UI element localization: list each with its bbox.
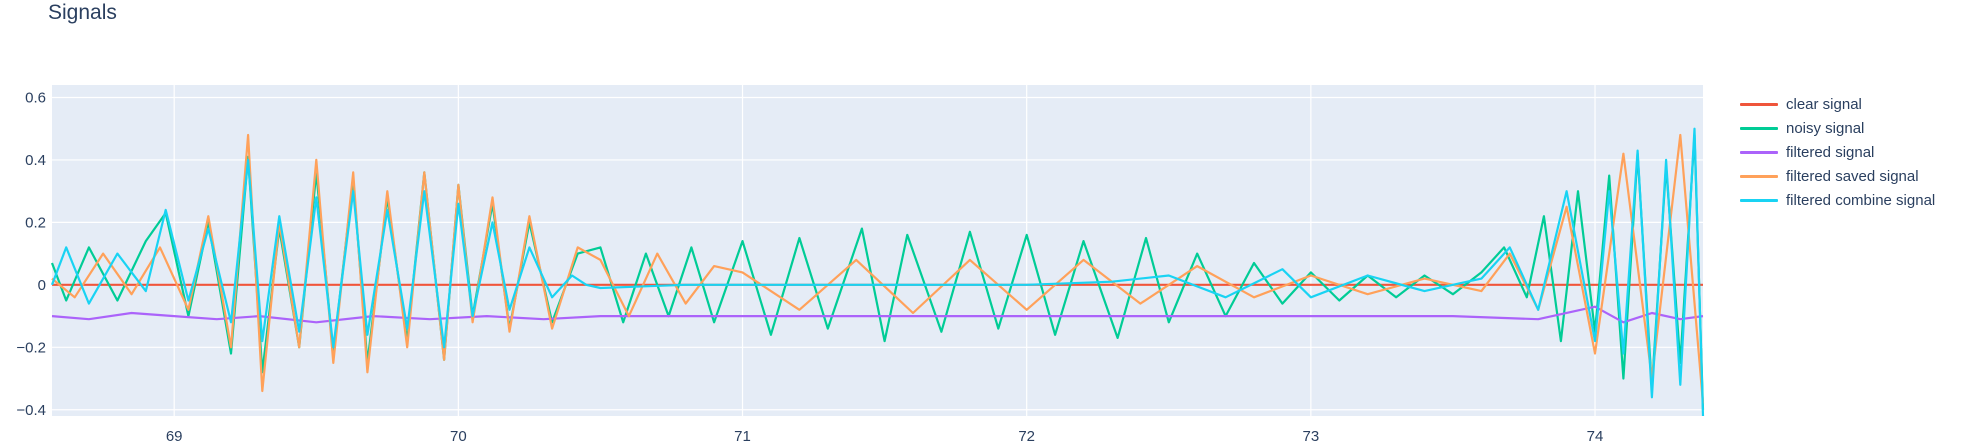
legend-swatch (1740, 198, 1778, 202)
legend-swatch (1740, 102, 1778, 106)
legend-swatch (1740, 126, 1778, 130)
legend-item[interactable]: noisy signal (1740, 116, 1864, 140)
series-line-5 (50, 127, 1705, 417)
legend-label: filtered saved signal (1786, 167, 1919, 185)
legend-swatch (1740, 174, 1778, 178)
x-tick-label: 73 (1303, 428, 1320, 445)
legend-item[interactable]: filtered combine signal (1740, 188, 1935, 212)
y-tick-label: −0.2 (16, 339, 46, 356)
series-line-4 (51, 133, 1705, 404)
y-tick-label: −0.4 (16, 402, 46, 419)
legend-item[interactable]: filtered signal (1740, 140, 1874, 164)
y-axis-ticks: 0.6 0.4 0.2 0 −0.2 −0.4 (16, 89, 46, 418)
y-tick-label: 0.4 (25, 152, 46, 169)
chart-title: Signals (48, 1, 117, 24)
x-tick-label: 71 (734, 428, 751, 445)
legend-label: filtered combine signal (1786, 191, 1936, 209)
x-tick-label: 74 (1587, 428, 1604, 445)
series-line-3 (51, 305, 1704, 324)
legend-swatch (1740, 150, 1778, 154)
plot-background (52, 85, 1703, 416)
x-tick-label: 70 (450, 428, 467, 445)
legend-label: noisy signal (1786, 119, 1865, 137)
y-tick-label: 0.6 (25, 89, 46, 106)
series-lines (50, 127, 1705, 417)
y-tick-label: 0 (38, 277, 46, 294)
legend-label: filtered signal (1786, 143, 1875, 161)
x-axis-ticks: 69 70 71 72 73 74 (166, 428, 1604, 445)
legend-item[interactable]: filtered saved signal (1740, 164, 1919, 188)
legend-item[interactable]: clear signal (1740, 92, 1862, 116)
legend-label: clear signal (1786, 95, 1862, 113)
y-tick-label: 0.2 (25, 214, 46, 231)
x-tick-label: 69 (166, 428, 183, 445)
x-tick-label: 72 (1018, 428, 1035, 445)
